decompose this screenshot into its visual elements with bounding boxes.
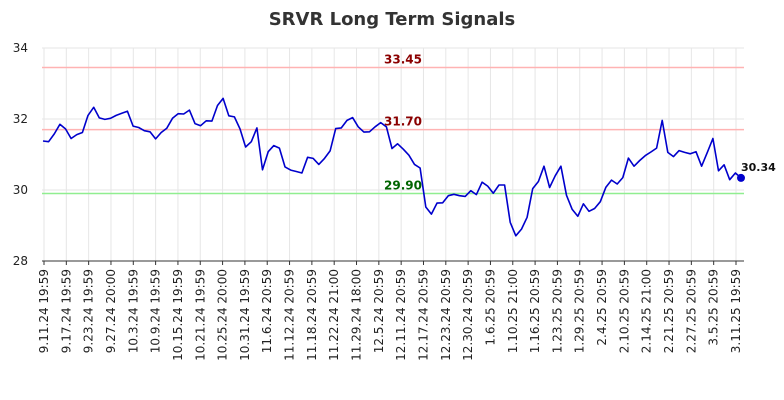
x-tick-label: 3.11.25 19:59 (729, 269, 743, 353)
reference-lines (42, 66, 744, 195)
x-tick-label: 1.16.25 20:59 (528, 269, 542, 353)
labels: 9.11.24 19:59 9.17.24 19:59 9.23.24 19:59 9… (13, 41, 776, 361)
x-tick-label: 11.29.24 18:00 (350, 269, 364, 361)
x-tick-label: 9.17.24 19:59 (59, 269, 73, 353)
y-tick-label: 32 (13, 112, 28, 126)
x-tick-label: 10.3.24 19:59 (126, 269, 140, 353)
y-tick-label: 30 (13, 183, 28, 197)
x-tick-label: 9.23.24 19:59 (82, 269, 96, 353)
x-tick-label: 10.25.24 20:00 (216, 269, 230, 361)
x-tick-label: 1.23.25 20:59 (550, 269, 564, 353)
x-tick-label: 10.31.24 19:59 (238, 269, 252, 361)
x-tick-label: 2.27.25 20:59 (684, 269, 698, 353)
x-tick-label: 10.15.24 19:59 (171, 269, 185, 361)
x-tick-label: 11.18.24 20:59 (305, 269, 319, 361)
y-tick-label: 34 (13, 41, 28, 55)
x-tick-label: 9.11.24 19:59 (37, 269, 51, 353)
x-tick-label: 10.21.24 19:59 (193, 269, 207, 361)
x-tick-label: 10.9.24 19:59 (149, 269, 163, 353)
chart-title: SRVR Long Term Signals (269, 9, 516, 30)
last-point-marker (737, 173, 745, 182)
x-tick-label: 9.27.24 20:00 (104, 269, 118, 353)
axes (42, 260, 744, 265)
x-tick-label: 11.22.24 21:00 (327, 269, 341, 361)
y-tick-label: 28 (13, 254, 28, 268)
x-tick-label: 2.21.25 20:59 (662, 269, 676, 353)
grid (42, 47, 744, 262)
x-tick-label: 3.5.25 20:59 (707, 269, 721, 346)
x-tick-label: 2.10.25 20:59 (617, 269, 631, 353)
reference-line-label: 29.90 (384, 179, 422, 193)
x-tick-label: 2.14.25 21:00 (640, 269, 654, 353)
series-layer (42, 97, 745, 237)
x-tick-label: 11.6.24 20:59 (260, 269, 274, 353)
reference-line-label: 31.70 (384, 115, 422, 129)
x-tick-label: 12.23.24 20:59 (439, 269, 453, 361)
x-tick-label: 12.5.24 20:59 (372, 269, 386, 353)
x-tick-label: 12.30.24 20:59 (461, 269, 475, 361)
reference-line-label: 33.45 (384, 53, 422, 67)
x-tick-label: 1.6.25 20:59 (483, 269, 497, 346)
x-tick-label: 1.29.25 20:59 (573, 269, 587, 353)
x-tick-label: 1.10.25 21:00 (506, 269, 520, 353)
x-tick-label: 2.4.25 20:59 (595, 269, 609, 346)
series-line (42, 97, 742, 237)
last-value-label: 30.34 (741, 161, 776, 174)
x-tick-label: 12.17.24 20:59 (416, 269, 430, 361)
x-tick-label: 11.12.24 20:59 (283, 269, 297, 361)
x-tick-label: 12.11.24 20:59 (394, 269, 408, 361)
